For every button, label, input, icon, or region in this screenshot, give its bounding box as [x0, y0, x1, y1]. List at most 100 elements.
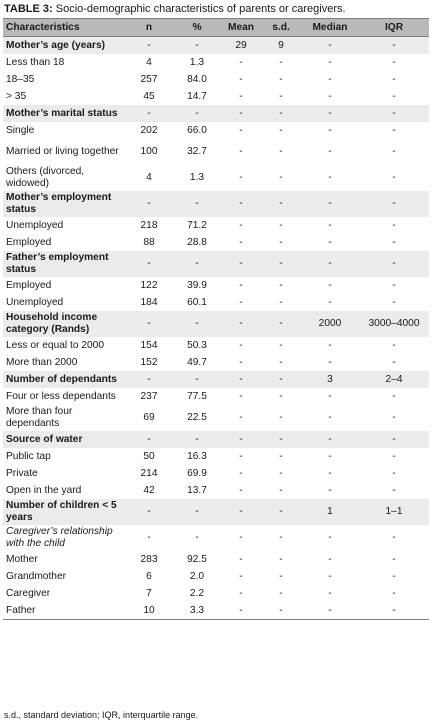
value-cell: - [279, 356, 283, 368]
value-cell: - [125, 36, 173, 54]
value-cell: 214 [140, 467, 158, 479]
value-cell: 14.7 [187, 90, 207, 102]
value-cell: 50 [143, 450, 155, 462]
value-cell: 2.0 [189, 570, 205, 582]
value-cell: 202 [140, 124, 158, 136]
value-cell: 154 [140, 339, 158, 351]
table-row: Mother’s age (years) - -29 9- - [3, 36, 429, 54]
table-row: Number of dependants - - - -3 2–4 [3, 371, 429, 388]
table-row: Open in the yard 42 13.7 - - - - [3, 482, 429, 499]
value-cell: 3000–4000 [359, 311, 429, 337]
table-row: Unemployed 184 60.1 - - - - [3, 294, 429, 311]
value-cell: - [328, 450, 332, 462]
value-cell: - [392, 467, 396, 479]
value-cell: - [221, 105, 261, 122]
row-label-cell: Caregiver’s relationship with the child [6, 526, 113, 549]
value-cell: - [328, 356, 332, 368]
value-cell: - [125, 311, 173, 337]
row-label-cell: Source of water [3, 431, 125, 448]
row-label-cell: More than four dependants [6, 406, 73, 429]
value-cell: 3 [301, 371, 359, 388]
value-cell: - [239, 553, 243, 565]
value-cell: - [239, 146, 243, 157]
value-cell: - [239, 587, 243, 599]
value-cell: - [239, 219, 243, 231]
row-label-cell: Employed [6, 236, 52, 248]
value-cell: - [392, 553, 396, 565]
row-label-cell: Number of children < 5 years [3, 499, 125, 525]
value-cell: - [328, 73, 332, 85]
table-header-row: Characteristics n % Mean s.d. Median IQR [3, 18, 429, 37]
value-cell: 49.7 [187, 356, 207, 368]
value-cell: 1.3 [189, 172, 205, 183]
table-row: Employed 88 28.8 - - - - [3, 234, 429, 251]
value-cell: - [173, 499, 221, 525]
value-cell: - [261, 191, 301, 217]
value-cell: - [392, 124, 396, 136]
table-row: Public tap 50 16.3 - - - - [3, 448, 429, 465]
value-cell: 16.3 [187, 450, 207, 462]
row-label-cell: Others (divorced, widowed) [6, 166, 85, 189]
value-cell: - [392, 390, 396, 402]
value-cell: - [328, 467, 332, 479]
value-cell: - [279, 146, 283, 157]
value-cell: - [239, 296, 243, 308]
value-cell: - [239, 484, 243, 496]
table-row: Caregiver 7 2.2 - - - - [3, 585, 429, 602]
value-cell: - [125, 251, 173, 277]
value-cell: 2–4 [359, 371, 429, 388]
value-cell: - [239, 90, 243, 102]
value-cell: 218 [140, 219, 158, 231]
value-cell: - [221, 191, 261, 217]
value-cell: 100 [140, 146, 158, 157]
value-cell: - [301, 251, 359, 277]
value-cell: - [239, 570, 243, 582]
row-label-cell: Mother’s marital status [3, 105, 125, 122]
row-label-cell: Father’s employment status [3, 251, 125, 277]
value-cell: - [221, 251, 261, 277]
value-cell: - [239, 467, 243, 479]
table-row: Unemployed 218 71.2 - - - - [3, 217, 429, 234]
table-row: Father’s employment status - - - - - - [3, 251, 429, 277]
table-row: Less or equal to 2000 154 50.3 - - - - [3, 337, 429, 354]
value-cell: 32.7 [187, 146, 207, 157]
value-cell: - [173, 105, 221, 122]
value-cell: - [279, 587, 283, 599]
value-cell: - [328, 279, 332, 291]
value-cell: 71.2 [187, 219, 207, 231]
table-row: Married or living together 100 32.7 - - - - [3, 139, 429, 165]
value-cell: - [279, 296, 283, 308]
value-cell: - [392, 484, 396, 496]
value-cell: 60.1 [187, 296, 207, 308]
header-iqr: IQR [359, 18, 429, 37]
row-label-cell: Mother’s employment status [3, 191, 125, 217]
row-label-cell: Unemployed [6, 296, 64, 308]
value-cell: - [173, 191, 221, 217]
value-cell: - [261, 311, 301, 337]
value-cell: - [328, 390, 332, 402]
value-cell: - [239, 412, 243, 423]
value-cell: - [239, 450, 243, 462]
value-cell: - [279, 172, 283, 183]
value-cell: - [392, 339, 396, 351]
value-cell: - [328, 90, 332, 102]
value-cell: - [328, 587, 332, 599]
value-cell: 152 [140, 356, 158, 368]
value-cell: - [279, 56, 283, 68]
value-cell: - [392, 279, 396, 291]
value-cell: - [261, 431, 301, 448]
value-cell: - [221, 602, 261, 620]
value-cell: - [279, 236, 283, 248]
row-label-cell: Open in the yard [6, 484, 82, 496]
value-cell: - [221, 371, 261, 388]
value-cell: 283 [140, 553, 158, 565]
row-label-cell: Mother’s age (years) [3, 36, 125, 54]
value-cell: - [392, 570, 396, 582]
value-cell: - [301, 105, 359, 122]
row-label-cell: Private [6, 467, 38, 479]
value-cell: - [359, 431, 429, 448]
table-caption: TABLE 3: Socio-demographic characteristi… [4, 2, 346, 16]
value-cell: - [147, 532, 151, 543]
value-cell: - [392, 412, 396, 423]
